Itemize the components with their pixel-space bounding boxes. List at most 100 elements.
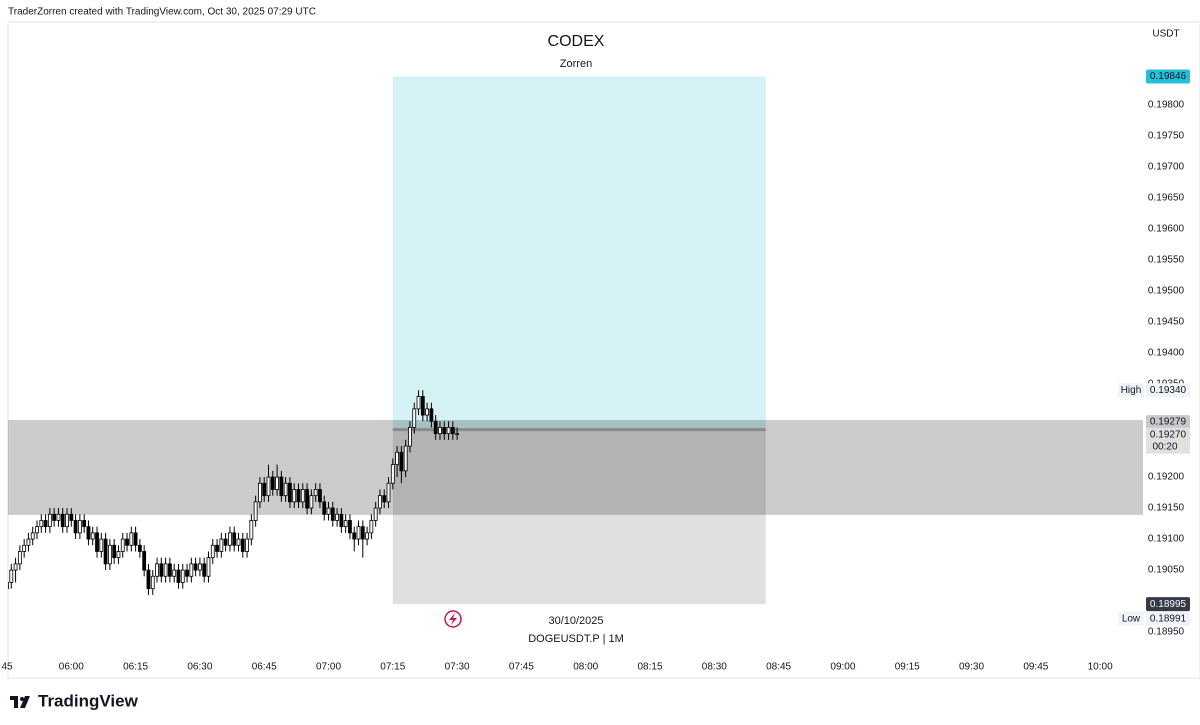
candle-body: [339, 513, 344, 528]
candle-body: [150, 575, 155, 590]
candle-body: [180, 569, 185, 583]
candle-body: [185, 569, 189, 577]
x-tick-label: 06:15: [123, 662, 148, 673]
candle-body: [249, 520, 254, 540]
candle-body: [56, 513, 61, 521]
candle-body: [198, 563, 202, 571]
plot-area: [8, 76, 1143, 605]
logo-mark: [10, 696, 30, 708]
candle-body: [270, 476, 275, 490]
candle-body: [296, 489, 301, 503]
candle-body: [373, 507, 378, 521]
candle-body: [360, 526, 365, 540]
stop-zone: [392, 428, 766, 605]
x-tick-label: 06:30: [187, 662, 212, 673]
x-tick-label: 09:15: [895, 662, 920, 673]
candle-body: [399, 451, 404, 472]
candle-body: [206, 557, 211, 577]
candle-body: [425, 408, 430, 416]
y-tick-label: 0.19200: [1148, 472, 1185, 483]
candle-body: [35, 526, 39, 534]
candle-body: [116, 551, 121, 559]
header-text: TraderZorren created with TradingView.co…: [8, 7, 316, 18]
chart-frame: [7, 21, 1200, 679]
candle-body: [9, 569, 14, 583]
chart-subtitle: Zorren: [560, 58, 592, 70]
candle-body: [352, 532, 357, 540]
currency-label: USDT: [1152, 29, 1179, 40]
low-marker-value-bg: [1146, 611, 1190, 626]
candle-body: [429, 408, 434, 422]
candle-body: [382, 495, 387, 503]
candle-body: [232, 532, 237, 546]
candle-body: [103, 538, 108, 565]
candle-body: [69, 513, 74, 521]
candle-body: [300, 489, 305, 503]
entry-tag: 0.19279: [1150, 417, 1187, 428]
x-tick-label: 08:45: [766, 662, 791, 673]
logo[interactable]: TradingView: [10, 691, 139, 710]
y-tick-label: 0.19150: [1148, 503, 1185, 514]
candle-body: [236, 538, 241, 546]
x-tick-label: 07:15: [380, 662, 405, 673]
x-tick-label: 08:30: [702, 662, 727, 673]
candle-body: [240, 538, 245, 552]
candle-body: [167, 563, 172, 577]
candle-body: [176, 569, 181, 583]
x-tick-label: 07:00: [316, 662, 341, 673]
candle-body: [95, 532, 99, 552]
candle-body: [129, 532, 134, 546]
candle-body: [433, 420, 438, 435]
y-tick-label: 0.19700: [1148, 162, 1185, 173]
logo-dot: [20, 697, 24, 701]
candle-body: [219, 538, 224, 552]
high-marker-value: 0.19340: [1150, 385, 1187, 396]
candle-body: [120, 538, 125, 552]
candle-body: [318, 489, 322, 503]
y-tick-label: 0.19550: [1148, 255, 1185, 266]
candle-body: [365, 532, 369, 540]
candle-body: [125, 538, 129, 546]
candle-body: [416, 396, 421, 410]
candle-body: [189, 563, 194, 577]
candle-body: [223, 538, 228, 546]
candle-body: [22, 544, 27, 552]
icon-circle: [444, 610, 462, 628]
candle-body: [343, 520, 348, 528]
x-tick-label: 09:30: [959, 662, 984, 673]
candle-body: [348, 520, 352, 534]
candle-body: [253, 501, 258, 521]
stop-tag: 0.18995: [1150, 599, 1187, 610]
y-tick-label: 0.19600: [1148, 224, 1185, 235]
candle-body: [245, 538, 249, 552]
candle-body: [283, 482, 288, 497]
candle-body: [356, 526, 361, 540]
last-price-bg: [1146, 427, 1190, 454]
x-tick-label: 07:30: [445, 662, 470, 673]
icon-bolt: [449, 613, 457, 625]
candle-body: [330, 507, 335, 521]
y-tick-label: 0.18950: [1148, 627, 1185, 638]
candle-body: [99, 538, 104, 552]
candle-body: [395, 451, 399, 466]
y-tick-label: 0.19450: [1148, 317, 1185, 328]
candle-body: [442, 427, 447, 435]
y-tick-label: 0.19050: [1148, 565, 1185, 576]
candle-body: [39, 520, 44, 528]
x-tick-label: 09:45: [1023, 662, 1048, 673]
replay-icon[interactable]: [444, 610, 462, 628]
candle-body: [412, 408, 417, 428]
candle-body: [133, 532, 138, 546]
candle-body: [390, 464, 395, 484]
high-marker-name: High: [1121, 385, 1142, 396]
candle-body: [52, 513, 57, 521]
candle-body: [193, 563, 198, 571]
candle-body: [292, 489, 297, 503]
candle-body: [420, 396, 425, 416]
symbol-label: DOGEUSDT.P | 1M: [528, 633, 624, 645]
candle-body: [73, 520, 78, 534]
overlay: 0.18950 0.19050 0.19100 0.19150 0.19200 0.193…: [1, 69, 1190, 673]
x-tick-label: 45: [1, 662, 13, 673]
countdown: 00:20: [1152, 441, 1177, 452]
x-tick-label: 10:00: [1088, 662, 1113, 673]
